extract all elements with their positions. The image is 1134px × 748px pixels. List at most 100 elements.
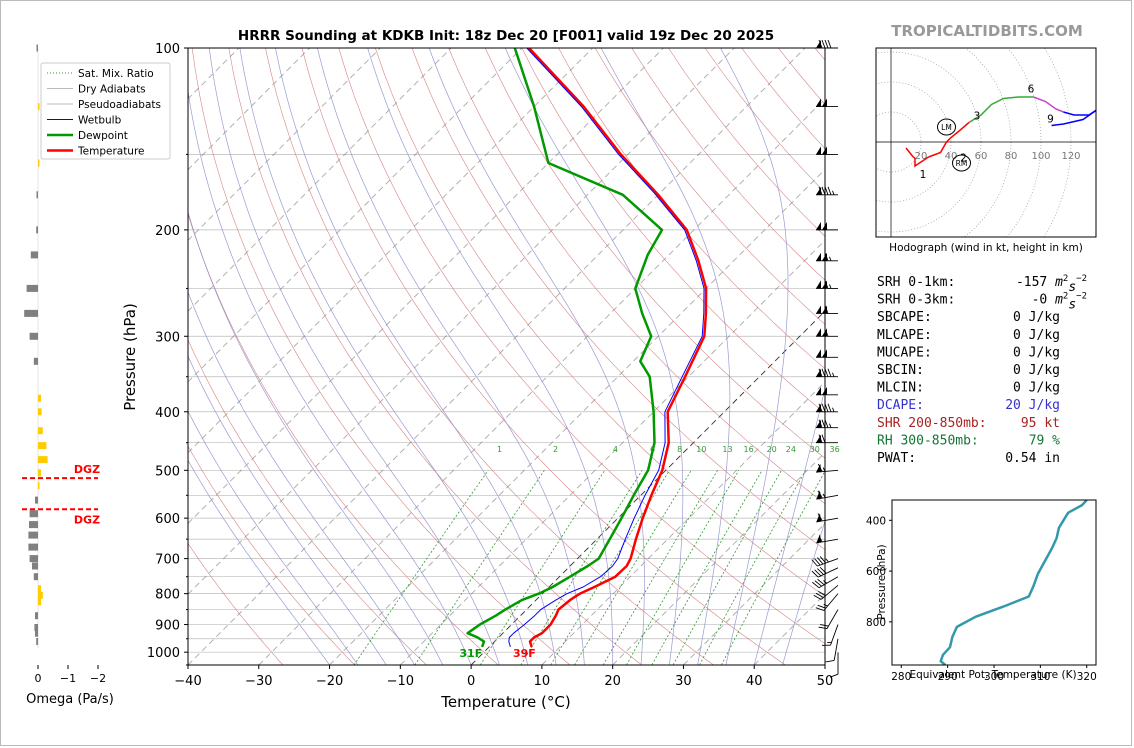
- barb-flag: [816, 98, 821, 107]
- omega-bar: [35, 629, 38, 637]
- isotherm-line: [400, 239, 825, 665]
- barb-full: [812, 581, 820, 589]
- barb-full: [815, 607, 825, 611]
- mixing-ratio-label: 10: [696, 445, 706, 454]
- barb-flag: [822, 221, 827, 230]
- hodograph-segment: [928, 121, 970, 158]
- thetae-xlabel: Equivalent Pot. Temperature (K): [909, 669, 1076, 681]
- barb-shaft: [823, 593, 839, 611]
- dry-adiabat: [521, 48, 825, 414]
- omega-bar: [32, 562, 38, 570]
- barb-full: [824, 305, 829, 314]
- stat-label: SHR 200-850mb:: [877, 416, 987, 431]
- stat-label: SRH 0-3km:: [877, 293, 955, 308]
- storm-motion-label: RM: [956, 159, 968, 168]
- barb-half: [822, 493, 826, 498]
- stat-label: DCAPE:: [877, 398, 924, 413]
- barb-shaft: [826, 609, 839, 629]
- stat-value: -157 m2s−2: [1016, 274, 1087, 295]
- barb-full: [824, 252, 829, 261]
- isotherm-line: [612, 452, 825, 665]
- mixing-ratio-line: [414, 470, 545, 665]
- omega-bar: [35, 612, 38, 620]
- mixing-ratio-line: [699, 470, 806, 665]
- legend-entry: Pseudoadiabats: [78, 99, 161, 111]
- barb-full: [821, 368, 826, 377]
- pseudoadiabat: [600, 48, 731, 665]
- storm-motion-label: LM: [941, 123, 952, 132]
- dry-adiabat: [411, 48, 825, 550]
- wind-barb: [816, 349, 838, 358]
- pseudoadiabat: [188, 291, 415, 665]
- wind-barb: [816, 434, 838, 444]
- omega-bar: [38, 598, 41, 606]
- wind-barb: [811, 567, 839, 578]
- mixing-ratio-line: [550, 470, 670, 665]
- surface-dewpoint-label: 31F: [459, 647, 482, 660]
- wind-barb: [816, 98, 838, 108]
- y-tick-label: 200: [155, 224, 180, 239]
- mixing-ratio-line: [353, 470, 489, 665]
- hodograph-ring-label: 80: [1005, 151, 1018, 162]
- barb-half: [825, 558, 829, 563]
- wind-barb: [825, 638, 839, 663]
- mixing-ratio-label: 13: [722, 445, 732, 454]
- legend-entry: Dry Adiabats: [78, 84, 146, 96]
- mixing-ratio-label: 2: [553, 445, 558, 454]
- thetae-line: [939, 500, 1088, 665]
- pseudoadiabat: [239, 48, 529, 665]
- barb-full: [817, 513, 823, 522]
- legend-entry: Temperature: [77, 146, 145, 158]
- dgz-label-bottom: DGZ: [74, 513, 100, 526]
- y-tick-label: 100: [155, 42, 180, 57]
- omega-bar: [38, 159, 40, 167]
- thetae-ylabel: Pressure (hPa): [876, 544, 888, 619]
- isotherm-line: [683, 522, 825, 665]
- omega-bar: [38, 591, 43, 599]
- barb-shaft: [833, 638, 839, 661]
- pseudoadiabat: [275, 48, 557, 665]
- omega-bar: [35, 496, 38, 504]
- mixing-ratio-label: 6: [650, 445, 655, 454]
- legend-entry: Sat. Mix. Ratio: [78, 68, 154, 80]
- pseudoadiabat: [188, 355, 387, 665]
- barb-full: [817, 604, 826, 609]
- y-tick-label: 500: [155, 464, 180, 479]
- pseudoadiabat: [428, 48, 645, 665]
- barb-full: [814, 558, 821, 566]
- hodograph-ring-label: 40: [945, 151, 958, 162]
- barb-shaft: [816, 494, 839, 500]
- barb-half: [832, 407, 835, 412]
- barb-full: [814, 580, 822, 587]
- wind-barb: [816, 305, 838, 314]
- stat-value: 0.54 in: [1005, 451, 1060, 466]
- omega-bar: [38, 103, 40, 111]
- barb-full: [818, 419, 823, 428]
- stat-value: 95 kt: [1021, 416, 1060, 431]
- barb-full: [817, 463, 823, 472]
- pseudoadiabat: [782, 519, 825, 665]
- dry-adiabat: [558, 48, 825, 369]
- omega-bar: [38, 394, 41, 402]
- barb-half: [819, 538, 823, 543]
- omega-bar: [26, 284, 38, 292]
- thetae-x-tick-label: 310: [1030, 671, 1050, 683]
- wind-barb: [818, 609, 839, 630]
- barb-full: [827, 186, 832, 196]
- barb-shaft: [820, 584, 839, 600]
- dry-adiabat: [448, 48, 825, 505]
- barb-half: [822, 467, 826, 472]
- temperature-line: [528, 48, 708, 648]
- omega-tick-label: −2: [90, 672, 106, 685]
- barb-full: [827, 368, 832, 377]
- dry-adiabat: [188, 212, 499, 665]
- barb-full: [818, 626, 828, 630]
- dry-adiabat: [484, 48, 825, 459]
- barb-full: [818, 186, 823, 196]
- stat-value: 0 J/kg: [1013, 363, 1060, 378]
- barb-full: [817, 490, 823, 499]
- hodograph-segment: [968, 96, 1034, 124]
- thetae-y-tick-label: 600: [866, 566, 886, 578]
- barb-full: [824, 39, 829, 49]
